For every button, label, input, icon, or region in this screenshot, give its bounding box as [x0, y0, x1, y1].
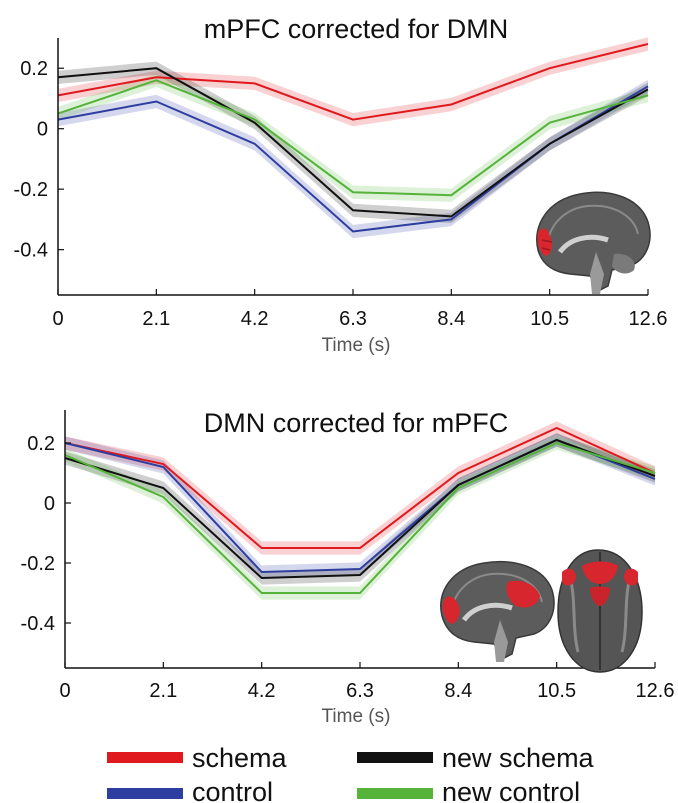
axis-layer: 0 2.1 4.2 6.3 8.4 10.5 12.6 0.2 0 -0.2 -0.4: [21, 410, 675, 702]
chart-panel-top: mPFC corrected for DMN 0 2.1 4.2 6.3 8.4 10.5…: [14, 14, 668, 356]
error-band-new-control: [65, 436, 655, 600]
legend-swatch-schema: [107, 752, 183, 763]
x-tick-label: 2.1: [149, 680, 177, 702]
x-tick-label: 12.6: [636, 680, 675, 702]
brain-sagittal-mpfc-inset: [536, 191, 651, 294]
error-band-control: [58, 79, 648, 239]
y-tick-label: -0.2: [14, 179, 48, 201]
series-layer: [64, 421, 656, 600]
legend-label-schema: schema: [192, 743, 288, 773]
series-layer: [57, 37, 649, 239]
legend: schema new schema control new control: [107, 743, 595, 803]
series-line-new-control: [57, 79, 649, 197]
y-tick-label: 0: [37, 119, 48, 141]
y-tick-label: -0.4: [21, 613, 55, 635]
y-tick-label: 0: [44, 493, 55, 515]
legend-swatch-new-schema: [357, 752, 433, 763]
x-tick-label: 10.5: [537, 680, 576, 702]
x-tick-label: 12.6: [629, 308, 668, 330]
y-tick-label: -0.2: [21, 553, 55, 575]
error-band-control: [65, 433, 655, 579]
y-tick-label: 0.2: [20, 58, 48, 80]
error-band-new-schema: [65, 433, 655, 585]
series-line-schema: [57, 43, 649, 121]
x-axis-label: Time (s): [322, 335, 391, 356]
axis-layer: 0 2.1 4.2 6.3 8.4 10.5 12.6 0.2 0 -0.2 -0.4: [14, 38, 668, 330]
x-tick-label: 0: [59, 680, 70, 702]
series-line-new-schema: [57, 67, 649, 218]
chart-title: mPFC corrected for DMN: [204, 14, 509, 44]
chart-title: DMN corrected for mPFC: [204, 408, 509, 438]
legend-swatch-control: [107, 788, 183, 799]
x-tick-label: 4.2: [241, 308, 269, 330]
legend-label-control: control: [192, 777, 273, 803]
y-tick-label: 0.2: [27, 433, 55, 455]
brain-sagittal-dmn-inset: [440, 561, 555, 662]
legend-label-new-control: new control: [442, 777, 580, 803]
x-tick-label: 6.3: [339, 308, 367, 330]
error-band-new-control: [58, 73, 648, 202]
series-line-new-control: [64, 441, 656, 594]
x-tick-label: 10.5: [530, 308, 569, 330]
error-band-schema: [65, 421, 655, 555]
x-tick-label: 4.2: [248, 680, 276, 702]
y-tick-label: -0.4: [14, 240, 48, 262]
x-tick-label: 8.4: [444, 680, 472, 702]
x-tick-label: 2.1: [142, 308, 170, 330]
x-axis-label: Time (s): [322, 706, 391, 727]
x-tick-label: 8.4: [437, 308, 465, 330]
error-band-schema: [58, 37, 648, 127]
legend-label-new-schema: new schema: [442, 743, 595, 773]
series-line-new-schema: [64, 438, 656, 580]
x-tick-label: 0: [52, 308, 63, 330]
x-tick-label: 6.3: [346, 680, 374, 702]
legend-swatch-new-control: [357, 788, 433, 799]
chart-panel-bottom: DMN corrected for mPFC 0 2.1 4.2 6.3 8.4 10.5…: [21, 408, 675, 727]
series-line-schema: [64, 426, 656, 549]
brain-axial-dmn-inset: [557, 549, 643, 673]
